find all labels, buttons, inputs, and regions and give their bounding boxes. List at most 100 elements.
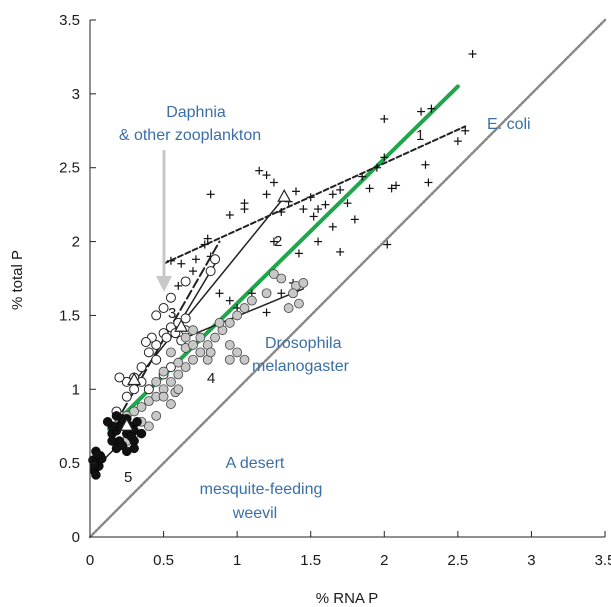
black-circle-point bbox=[107, 436, 117, 446]
plus-point bbox=[343, 199, 352, 208]
open-circle-point bbox=[165, 292, 176, 303]
black-circle-point bbox=[91, 470, 101, 480]
plus-point bbox=[321, 200, 330, 209]
triangle-point bbox=[277, 189, 292, 202]
plus-point bbox=[372, 163, 381, 172]
gray-circle-point bbox=[173, 369, 184, 380]
y-tick-label: 1 bbox=[72, 381, 80, 398]
x-tick-label: 1.5 bbox=[300, 552, 321, 569]
plus-point bbox=[174, 281, 183, 290]
gray-circle-point bbox=[173, 357, 184, 368]
plus-point bbox=[240, 205, 249, 214]
gray-circle-point bbox=[166, 376, 176, 387]
open-circle-point bbox=[143, 347, 154, 358]
annotation-weevil: weevil bbox=[232, 505, 277, 522]
trend-line bbox=[162, 125, 467, 265]
annotation-ecoli: E. coli bbox=[487, 116, 531, 133]
plus-point bbox=[206, 190, 215, 199]
plus-point bbox=[424, 178, 433, 187]
x-tick-label: 0.5 bbox=[153, 552, 174, 569]
trend-line bbox=[184, 288, 305, 339]
trend-line bbox=[88, 18, 607, 539]
plus-point bbox=[277, 208, 286, 217]
gray-circle-point bbox=[283, 303, 294, 313]
plus-point bbox=[294, 249, 303, 258]
y-tick-label: 2 bbox=[72, 234, 80, 251]
gray-circle-point bbox=[136, 402, 147, 412]
trend-line bbox=[133, 196, 285, 383]
label-3: 3 bbox=[168, 305, 176, 322]
open-circle-point bbox=[121, 391, 132, 402]
plus-point bbox=[262, 308, 271, 317]
gray-circle-point bbox=[224, 340, 235, 350]
plus-point bbox=[461, 126, 470, 135]
label-5: 5 bbox=[124, 469, 132, 486]
gray-circle-point bbox=[158, 366, 169, 377]
x-ticks: 0 0.5 1 1.5 2 2.5 3 3.5 bbox=[86, 531, 611, 569]
plus-point bbox=[277, 289, 286, 298]
gray-circle-point bbox=[143, 421, 154, 432]
y-tick-label: 3 bbox=[72, 86, 80, 103]
plus-point bbox=[292, 187, 300, 196]
plus-point bbox=[255, 166, 264, 175]
y-ticks: 0 0.5 1 1.5 2 2.5 3 3.5 bbox=[59, 12, 96, 546]
black-circle-point bbox=[92, 449, 103, 460]
annotation-zooplankton: & other zooplankton bbox=[119, 127, 261, 144]
x-tick-label: 1 bbox=[233, 552, 241, 569]
black-circle-point bbox=[136, 428, 147, 439]
plus-point bbox=[336, 247, 345, 256]
label-1: 1 bbox=[416, 127, 424, 144]
plus-point bbox=[392, 181, 401, 190]
plus-point bbox=[269, 178, 278, 187]
plus-point bbox=[427, 104, 436, 113]
label-4: 4 bbox=[207, 370, 215, 387]
plus-point bbox=[380, 114, 389, 123]
gray-circle-point bbox=[288, 288, 298, 299]
y-tick-label: 2.5 bbox=[59, 160, 80, 177]
gray-circle-point bbox=[239, 354, 250, 365]
plus-point bbox=[166, 256, 175, 265]
plus-point bbox=[306, 193, 315, 202]
gray-circle-point bbox=[298, 278, 309, 288]
open-circle-point bbox=[165, 362, 176, 373]
gray-circle-point bbox=[246, 295, 257, 306]
data-points bbox=[88, 49, 477, 480]
plus-point bbox=[309, 212, 318, 221]
gray-circle-point bbox=[180, 332, 191, 343]
plus-point bbox=[262, 190, 271, 199]
plus-point bbox=[365, 184, 374, 193]
gray-circle-point bbox=[210, 332, 220, 343]
annotation-melanogaster: melanogaster bbox=[252, 358, 350, 375]
triangle-point bbox=[174, 318, 189, 332]
triangle-point bbox=[127, 372, 142, 386]
gray-circle-point bbox=[214, 317, 225, 328]
plus-point bbox=[380, 153, 389, 162]
x-tick-label: 0 bbox=[86, 552, 94, 569]
plus-point bbox=[417, 107, 426, 116]
open-circle-point bbox=[136, 362, 147, 373]
gray-circle-point bbox=[129, 406, 140, 417]
plus-point bbox=[225, 296, 234, 305]
gray-circle-point bbox=[269, 269, 279, 279]
gray-circle-point bbox=[232, 347, 243, 358]
gray-circle-point bbox=[188, 340, 198, 350]
y-tick-label: 0.5 bbox=[59, 455, 80, 472]
plus-point bbox=[177, 259, 186, 268]
gray-circle-point bbox=[151, 410, 162, 421]
axes bbox=[89, 20, 605, 538]
gray-circle-point bbox=[239, 303, 250, 313]
black-circle-point bbox=[122, 446, 132, 457]
plus-point bbox=[189, 267, 197, 276]
open-circle-point bbox=[180, 313, 191, 324]
gray-circle-point bbox=[224, 354, 235, 365]
plus-point bbox=[299, 205, 308, 214]
annotation-mesquite: mesquite-feeding bbox=[200, 481, 323, 498]
gray-circle-point bbox=[188, 354, 198, 365]
plus-point bbox=[191, 255, 200, 264]
gray-circle-point bbox=[188, 325, 198, 336]
plus-point bbox=[269, 237, 278, 246]
open-circle-point bbox=[210, 254, 221, 265]
open-circle-point bbox=[158, 303, 169, 314]
plus-point bbox=[387, 184, 396, 193]
